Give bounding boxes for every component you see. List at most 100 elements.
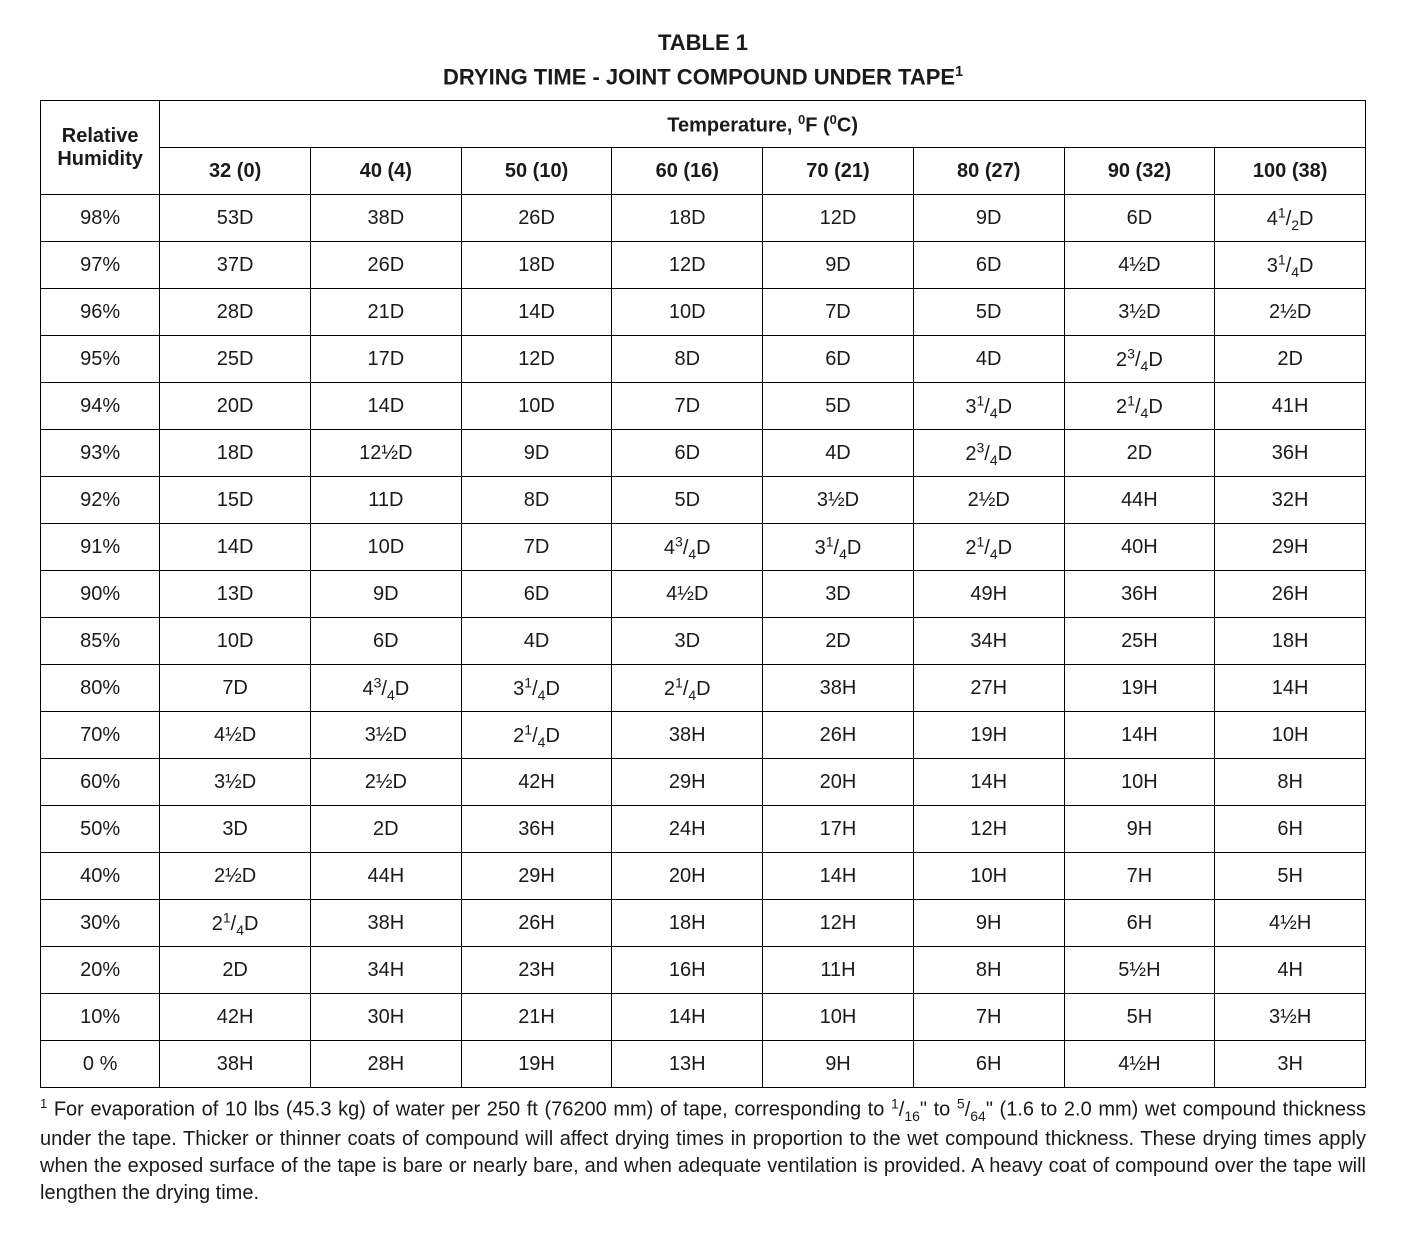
cell-value: 29H	[612, 759, 763, 806]
cell-value: 10D	[310, 524, 461, 571]
cell-value: 2D	[1215, 336, 1366, 383]
footnote: 1 For evaporation of 10 lbs (45.3 kg) of…	[40, 1094, 1366, 1207]
header-temperature: Temperature, 0F (0C)	[160, 101, 1366, 148]
header-temp-col: 90 (32)	[1064, 148, 1215, 195]
cell-value: 53D	[160, 195, 311, 242]
cell-value: 10H	[1064, 759, 1215, 806]
cell-value: 12D	[612, 242, 763, 289]
cell-value: 14H	[612, 994, 763, 1041]
footnote-fraction-1: 1/16	[891, 1099, 920, 1121]
cell-value: 6D	[461, 571, 612, 618]
cell-value: 17D	[310, 336, 461, 383]
cell-value: 3½D	[160, 759, 311, 806]
cell-value: 10D	[160, 618, 311, 665]
cell-value: 14H	[1215, 665, 1366, 712]
cell-value: 3D	[763, 571, 914, 618]
cell-value: 38H	[612, 712, 763, 759]
cell-value: 6D	[763, 336, 914, 383]
cell-value: 19H	[913, 712, 1064, 759]
cell-value: 34H	[913, 618, 1064, 665]
cell-value: 4D	[461, 618, 612, 665]
cell-value: 21/4D	[1064, 383, 1215, 430]
table-row: 97%37D26D18D12D9D6D4½D31/4D	[41, 242, 1366, 289]
cell-value: 29H	[1215, 524, 1366, 571]
cell-value: 37D	[160, 242, 311, 289]
cell-value: 7H	[913, 994, 1064, 1041]
footnote-fraction-2: 5/64	[957, 1099, 986, 1121]
cell-humidity: 85%	[41, 618, 160, 665]
cell-value: 36H	[1215, 430, 1366, 477]
cell-value: 14H	[913, 759, 1064, 806]
header-rh-line2: Humidity	[57, 148, 143, 170]
cell-value: 5H	[1215, 853, 1366, 900]
table-row: 70%4½D3½D21/4D38H26H19H14H10H	[41, 712, 1366, 759]
cell-value: 2½D	[310, 759, 461, 806]
table-row: 90%13D9D6D4½D3D49H36H26H	[41, 571, 1366, 618]
cell-humidity: 80%	[41, 665, 160, 712]
temp-label-mid: F (	[805, 114, 829, 136]
cell-value: 2½D	[913, 477, 1064, 524]
header-temp-col: 100 (38)	[1215, 148, 1366, 195]
cell-value: 14H	[1064, 712, 1215, 759]
cell-humidity: 40%	[41, 853, 160, 900]
cell-value: 29H	[461, 853, 612, 900]
cell-value: 27H	[913, 665, 1064, 712]
cell-value: 18D	[461, 242, 612, 289]
cell-value: 16H	[612, 947, 763, 994]
cell-value: 49H	[913, 571, 1064, 618]
cell-humidity: 90%	[41, 571, 160, 618]
cell-value: 18H	[1215, 618, 1366, 665]
cell-value: 28D	[160, 289, 311, 336]
cell-value: 3D	[612, 618, 763, 665]
cell-value: 19H	[1064, 665, 1215, 712]
cell-value: 31/4D	[913, 383, 1064, 430]
cell-humidity: 91%	[41, 524, 160, 571]
cell-value: 36H	[461, 806, 612, 853]
cell-value: 10D	[461, 383, 612, 430]
table-row: 91%14D10D7D43/4D31/4D21/4D40H29H	[41, 524, 1366, 571]
header-temp-col: 80 (27)	[913, 148, 1064, 195]
cell-humidity: 60%	[41, 759, 160, 806]
cell-value: 18D	[612, 195, 763, 242]
frac2-den: 64	[970, 1108, 986, 1124]
cell-humidity: 50%	[41, 806, 160, 853]
cell-value: 23H	[461, 947, 612, 994]
cell-value: 6H	[913, 1041, 1064, 1088]
cell-value: 9D	[310, 571, 461, 618]
cell-humidity: 70%	[41, 712, 160, 759]
cell-value: 12H	[763, 900, 914, 947]
cell-value: 4H	[1215, 947, 1366, 994]
cell-value: 23/4D	[1064, 336, 1215, 383]
cell-value: 11D	[310, 477, 461, 524]
cell-value: 2D	[160, 947, 311, 994]
cell-value: 23/4D	[913, 430, 1064, 477]
cell-value: 8H	[913, 947, 1064, 994]
frac2-num: 5	[957, 1095, 965, 1111]
cell-value: 38H	[763, 665, 914, 712]
cell-value: 19H	[461, 1041, 612, 1088]
cell-value: 18D	[160, 430, 311, 477]
table-row: 80%7D43/4D31/4D21/4D38H27H19H14H	[41, 665, 1366, 712]
cell-value: 25D	[160, 336, 311, 383]
cell-value: 12D	[763, 195, 914, 242]
table-row: 93%18D12½D9D6D4D23/4D2D36H	[41, 430, 1366, 477]
cell-value: 4½D	[1064, 242, 1215, 289]
table-body: 98%53D38D26D18D12D9D6D41/2D97%37D26D18D1…	[41, 195, 1366, 1088]
cell-value: 21/4D	[461, 712, 612, 759]
cell-value: 24H	[612, 806, 763, 853]
cell-value: 4½H	[1064, 1041, 1215, 1088]
cell-value: 9D	[763, 242, 914, 289]
table-row: 95%25D17D12D8D6D4D23/4D2D	[41, 336, 1366, 383]
cell-humidity: 10%	[41, 994, 160, 1041]
cell-value: 26H	[1215, 571, 1366, 618]
cell-value: 6D	[1064, 195, 1215, 242]
cell-value: 21H	[461, 994, 612, 1041]
cell-value: 41/2D	[1215, 195, 1366, 242]
cell-value: 26D	[461, 195, 612, 242]
cell-value: 36H	[1064, 571, 1215, 618]
cell-value: 5D	[763, 383, 914, 430]
cell-value: 5½H	[1064, 947, 1215, 994]
cell-value: 10H	[1215, 712, 1366, 759]
cell-value: 12H	[913, 806, 1064, 853]
cell-value: 14D	[160, 524, 311, 571]
